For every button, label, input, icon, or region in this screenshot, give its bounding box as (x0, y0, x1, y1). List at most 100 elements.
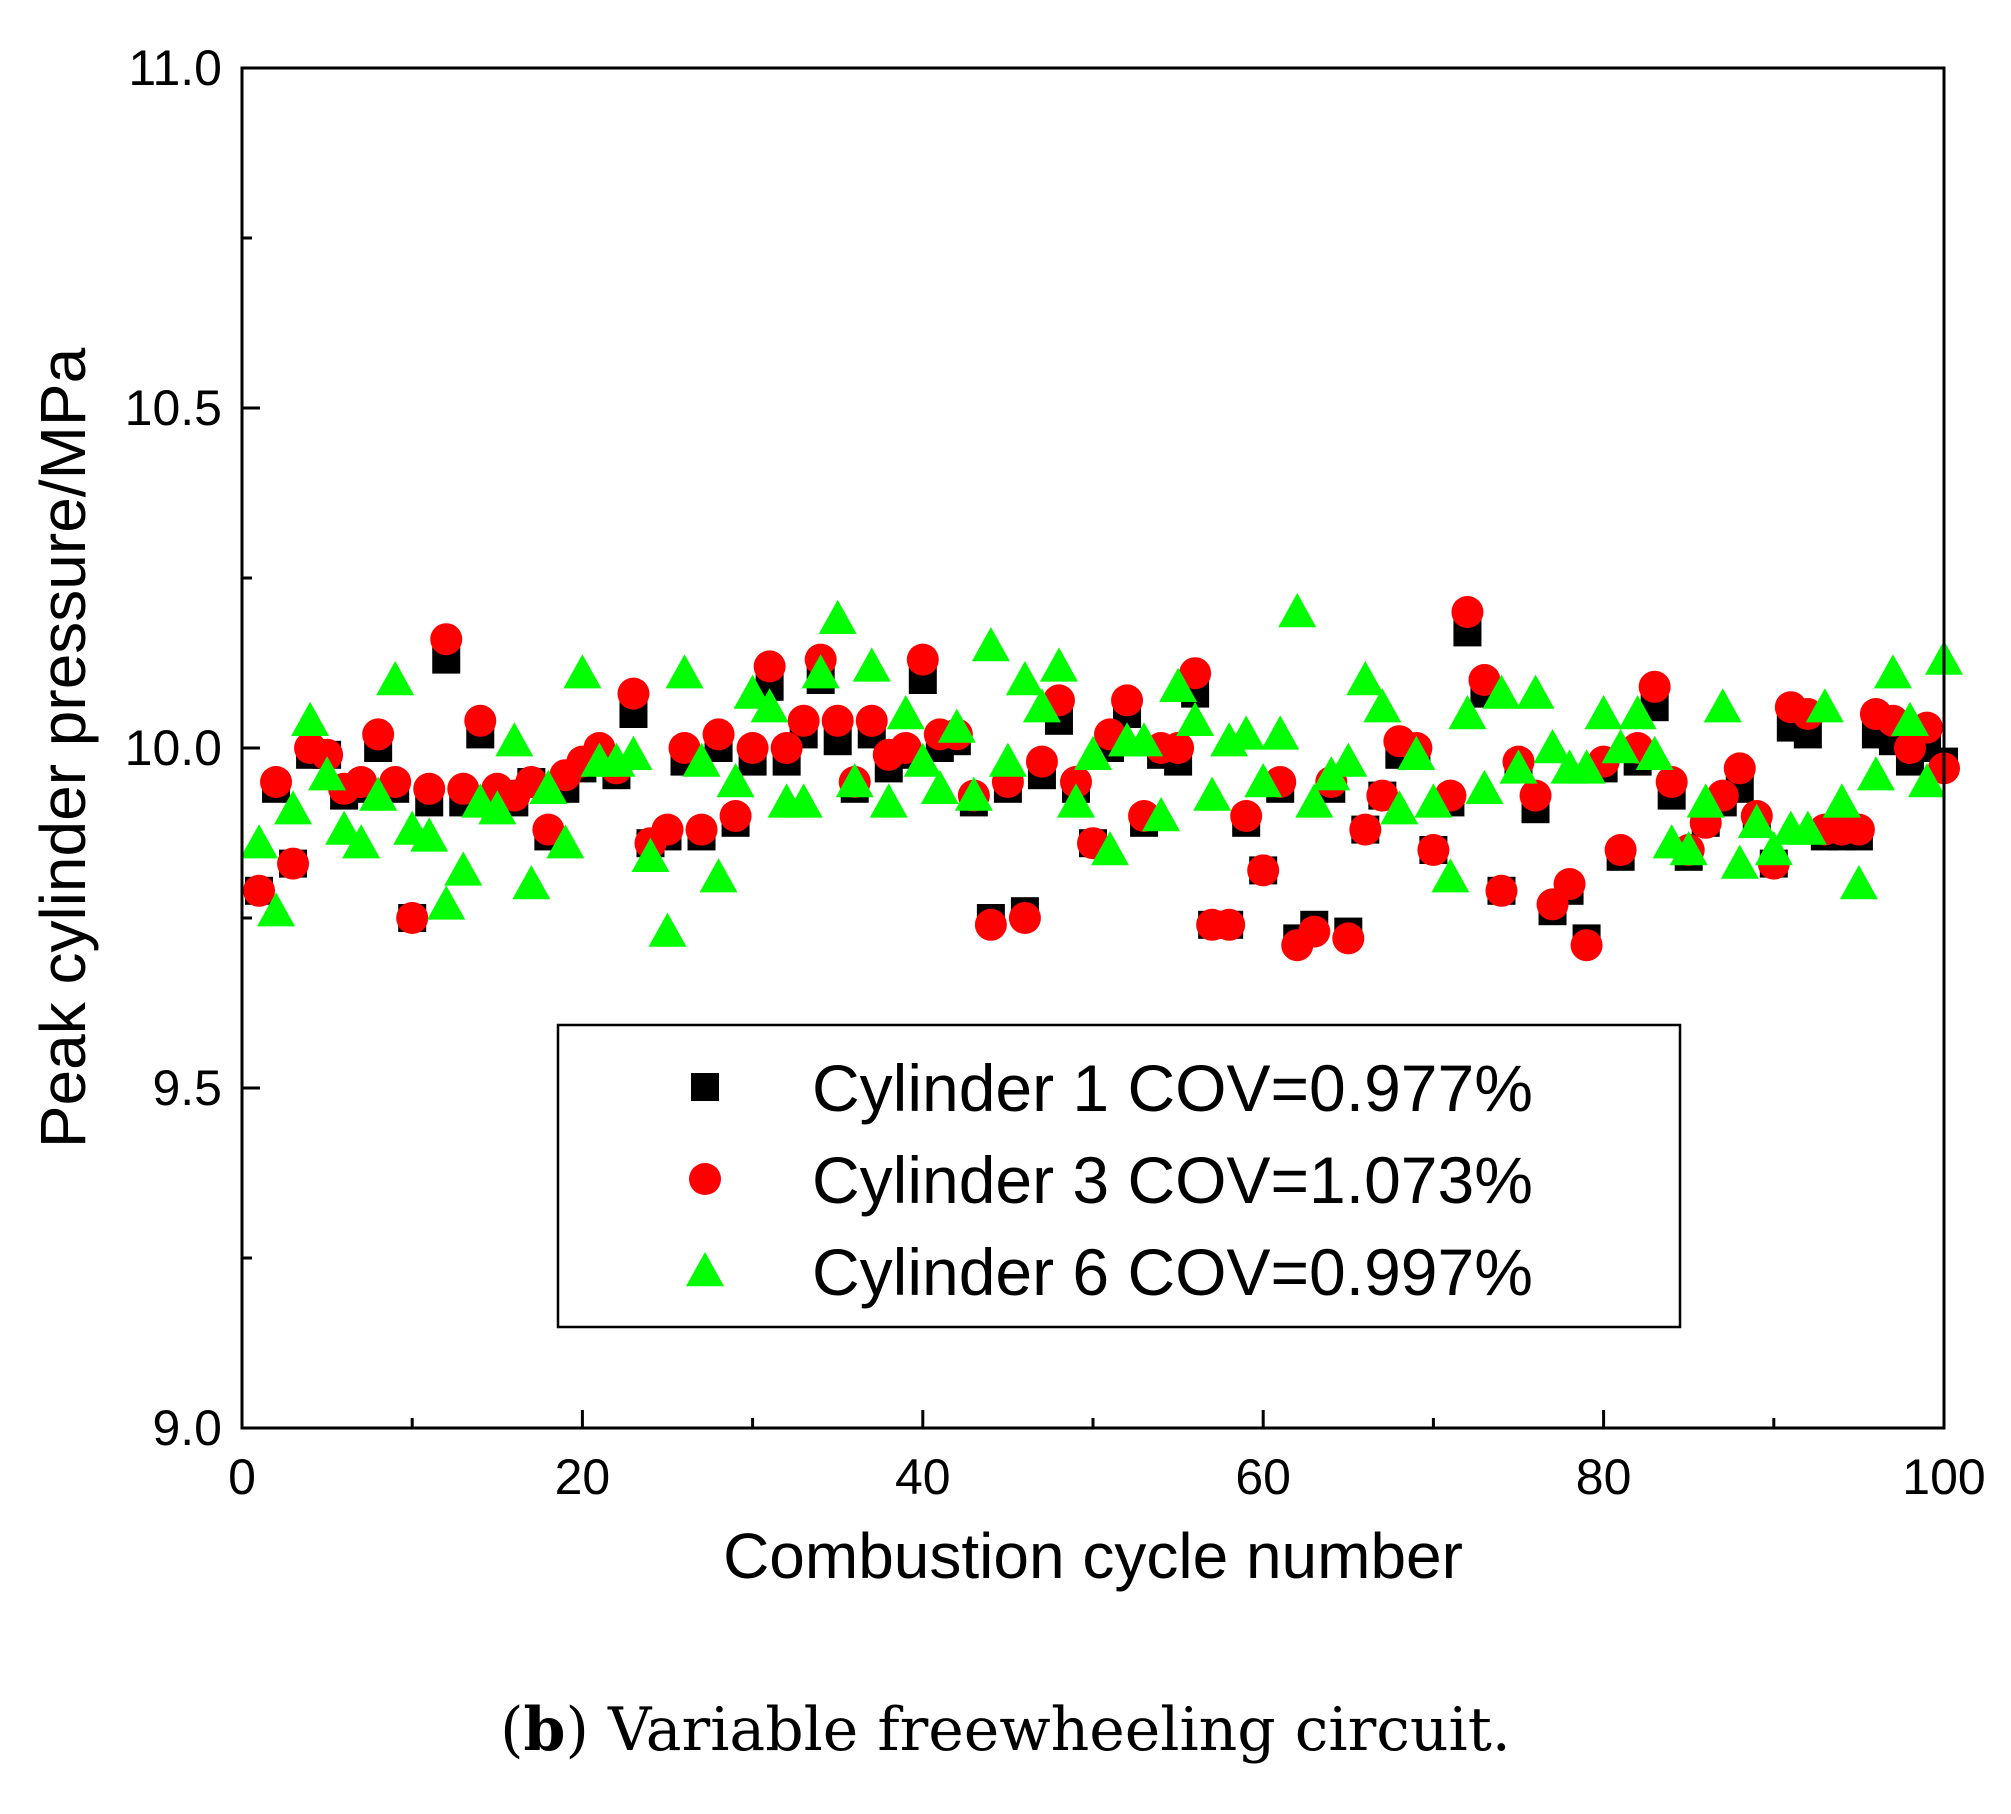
data-point (410, 817, 449, 852)
data-point (257, 892, 296, 927)
data-point (1499, 749, 1538, 784)
data-point (260, 766, 293, 798)
data-point (1635, 735, 1674, 770)
data-point (835, 763, 874, 798)
data-point (311, 738, 344, 771)
data-point (1346, 661, 1385, 696)
x-tick-label: 20 (555, 1449, 611, 1505)
data-point (345, 766, 378, 798)
data-point (1842, 813, 1875, 846)
data-point (325, 810, 364, 845)
data-point (1397, 735, 1436, 770)
data-point (1655, 766, 1688, 798)
legend-marker-square (691, 1073, 719, 1101)
data-point (444, 851, 483, 886)
data-point (937, 708, 976, 743)
data-point (753, 650, 786, 683)
data-point (1431, 858, 1470, 893)
data-point (1601, 729, 1640, 764)
data-point (869, 783, 908, 818)
data-point (821, 704, 854, 737)
data-point (1329, 742, 1368, 777)
data-point (1516, 674, 1555, 709)
data-point (1417, 834, 1450, 866)
data-point (1485, 874, 1518, 907)
data-point (1091, 831, 1130, 866)
data-point (784, 783, 823, 818)
data-point (685, 813, 718, 846)
data-point (1244, 763, 1283, 798)
data-point (1039, 647, 1078, 682)
axis-ticks: 0 20 40 60 80 100 9.0 9.5 10.0 10.5 11.0 (125, 40, 1986, 1505)
data-point (818, 599, 857, 634)
legend-entries: Cylinder 1 COV=0.977% Cylinder 3 COV=1.07… (686, 1051, 1533, 1309)
data-point (447, 772, 480, 805)
data-point (529, 769, 568, 804)
legend-label: Cylinder 3 COV=1.073% (812, 1143, 1533, 1217)
data-point (787, 704, 820, 737)
data-point (1142, 797, 1181, 832)
data-point (1349, 813, 1382, 846)
data-point (1005, 661, 1044, 696)
data-point (668, 732, 701, 764)
data-point (430, 623, 463, 656)
data-point (1059, 766, 1092, 798)
data-point (359, 776, 398, 811)
data-point (1890, 701, 1929, 736)
data-point (1176, 701, 1215, 736)
data-point (1703, 688, 1742, 723)
legend-entry: Cylinder 3 COV=1.073% (689, 1143, 1533, 1217)
data-point (362, 718, 395, 751)
data-point (478, 790, 517, 825)
data-point (631, 837, 670, 872)
data-point (1519, 779, 1552, 812)
x-tick-label: 60 (1235, 1449, 1291, 1505)
data-point (243, 874, 276, 907)
data-point (716, 763, 755, 798)
data-point (702, 718, 735, 751)
data-point (240, 824, 279, 859)
data-point (274, 790, 313, 825)
data-point (889, 732, 922, 764)
data-point (1213, 908, 1246, 941)
data-point (1025, 745, 1058, 778)
data-point (1074, 735, 1112, 770)
data-point (770, 732, 803, 764)
data-point (563, 654, 602, 689)
y-tick-label: 10.5 (125, 380, 222, 436)
data-point (750, 688, 789, 723)
data-point (1448, 695, 1487, 730)
data-point (1533, 729, 1572, 764)
data-point (1567, 749, 1606, 784)
data-point (342, 824, 381, 859)
data-point (1465, 769, 1504, 804)
data-point (852, 647, 891, 682)
data-point (1638, 670, 1671, 703)
x-tick-label: 0 (228, 1449, 256, 1505)
data-point (1584, 695, 1623, 730)
data-point (1111, 684, 1144, 717)
data-point (1380, 790, 1419, 825)
data-point (427, 885, 466, 920)
data-point (648, 912, 687, 947)
legend-marker-circle (689, 1163, 721, 1195)
data-point (1179, 657, 1212, 690)
y-tick-label: 9.5 (152, 1060, 222, 1116)
y-axis-label: Peak cylinder pressure/MPa (27, 347, 99, 1148)
data-point (682, 742, 721, 777)
data-point (699, 858, 738, 893)
data-points (240, 593, 1963, 962)
data-point (546, 824, 585, 859)
data-point (736, 732, 769, 764)
data-point (1737, 803, 1776, 838)
data-point (719, 800, 752, 832)
data-point (1570, 929, 1603, 962)
y-tick-label: 11.0 (128, 40, 222, 96)
data-point (903, 742, 942, 777)
data-point (291, 701, 330, 736)
data-point (974, 908, 1007, 941)
data-point (495, 722, 534, 757)
data-point (920, 769, 959, 804)
data-point (1193, 776, 1232, 811)
data-point (1414, 783, 1453, 818)
